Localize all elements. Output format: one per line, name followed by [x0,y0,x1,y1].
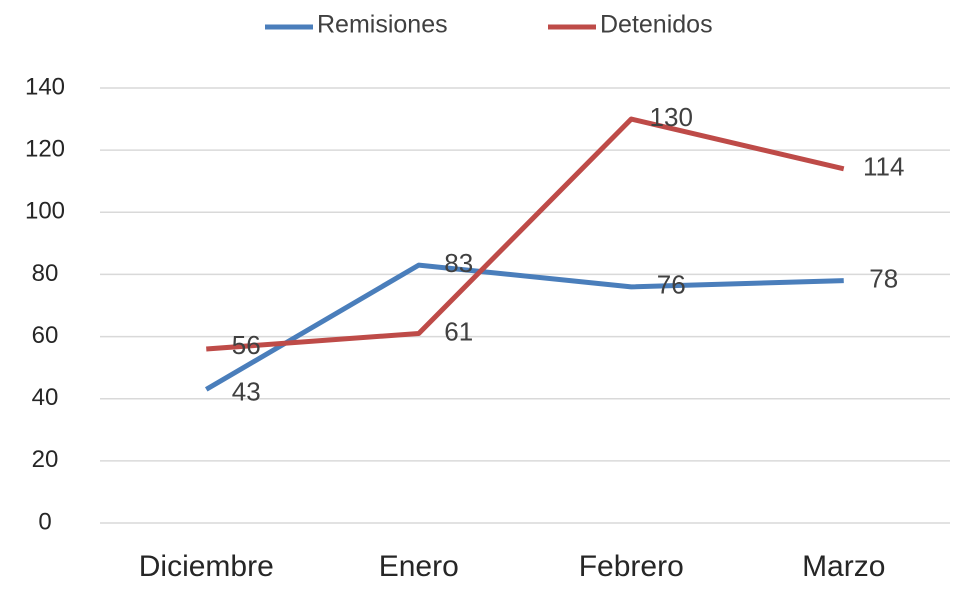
y-tick-label: 80 [32,260,59,287]
data-label: 76 [657,270,686,300]
x-tick-label: Febrero [579,550,684,583]
series-line [206,116,845,352]
data-label: 56 [232,330,261,360]
y-tick-label: 140 [25,73,65,100]
x-tick-label: Marzo [802,550,885,583]
y-tick-label: 120 [25,135,65,162]
x-tick-label: Enero [379,550,459,583]
data-label: 61 [444,316,473,346]
y-tick-label: 40 [32,384,59,411]
data-label: 78 [869,264,898,294]
y-tick-label: 20 [32,446,59,473]
y-tick-label: 100 [25,198,65,225]
x-tick-label: Diciembre [139,550,274,583]
series-line [204,262,844,392]
data-label: 114 [863,152,904,182]
legend-label: Detenidos [600,11,713,39]
y-tick-label: 0 [38,508,51,535]
legend-label: Remisiones [317,11,448,39]
y-tick-label: 60 [32,322,59,349]
data-label: 83 [444,248,473,278]
data-label: 130 [650,102,693,132]
data-label: 43 [232,376,261,406]
